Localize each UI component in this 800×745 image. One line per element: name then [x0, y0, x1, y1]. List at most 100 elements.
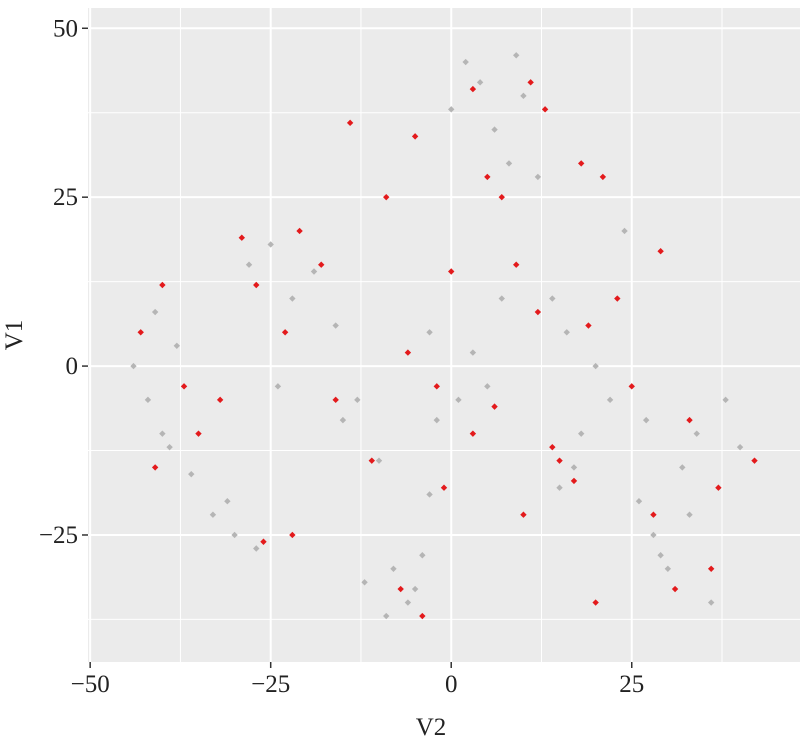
y-tick-label: −25 [39, 522, 78, 549]
point [751, 457, 758, 464]
point [476, 79, 484, 86]
point [570, 464, 578, 471]
point [707, 565, 715, 572]
point [621, 227, 628, 235]
point [267, 241, 274, 248]
x-tick-label: 25 [619, 671, 644, 698]
point [440, 484, 448, 491]
point [180, 383, 188, 390]
point [318, 261, 325, 268]
point [469, 349, 477, 356]
point [462, 58, 469, 66]
point [411, 133, 419, 140]
point [614, 295, 621, 302]
point [556, 484, 563, 491]
point [657, 248, 664, 255]
y-tick-label: 25 [53, 184, 78, 211]
point [585, 322, 592, 329]
point [505, 160, 513, 167]
point [224, 498, 231, 505]
point [238, 234, 246, 241]
y-tick-label: 0 [66, 353, 79, 380]
point [253, 281, 260, 289]
point [592, 362, 599, 370]
point [166, 443, 173, 451]
point [404, 599, 412, 606]
point [650, 511, 657, 518]
point [346, 119, 354, 127]
point [534, 308, 542, 316]
x-tick-label: −50 [71, 671, 110, 698]
point [520, 92, 527, 100]
point [484, 383, 491, 390]
point [520, 511, 527, 518]
point [361, 579, 368, 586]
point [281, 329, 289, 336]
point [383, 612, 390, 620]
point [245, 261, 253, 268]
point [411, 585, 419, 593]
point [570, 477, 578, 485]
point [419, 612, 426, 620]
point [151, 308, 159, 316]
point [686, 511, 693, 518]
point [426, 491, 433, 498]
point [274, 383, 282, 390]
point [736, 443, 744, 451]
point [592, 599, 599, 606]
point [513, 261, 520, 268]
point [679, 464, 686, 471]
point [498, 193, 505, 201]
point [541, 106, 549, 113]
point [231, 531, 238, 539]
point [534, 173, 542, 181]
point [455, 396, 462, 404]
point [563, 329, 570, 336]
point [635, 498, 643, 505]
x-tick-label: 0 [445, 671, 458, 698]
point [289, 295, 296, 302]
point [433, 416, 440, 424]
point [707, 599, 715, 606]
point [628, 383, 635, 390]
point [296, 227, 303, 235]
y-tick-label: 50 [53, 15, 78, 42]
point [375, 457, 383, 464]
points [130, 52, 758, 620]
point [173, 342, 181, 350]
point [310, 268, 318, 275]
point [448, 106, 455, 113]
point [448, 268, 455, 275]
point [332, 396, 339, 404]
point [715, 484, 722, 491]
grid [88, 8, 800, 662]
point [549, 443, 556, 451]
point [491, 403, 498, 410]
point [498, 295, 505, 302]
point [664, 565, 672, 572]
point [260, 538, 267, 545]
point [650, 531, 657, 539]
point [144, 396, 152, 404]
point [397, 585, 404, 593]
point [339, 416, 347, 424]
point [426, 329, 433, 336]
point [549, 295, 556, 302]
point [484, 173, 491, 181]
point [527, 79, 534, 86]
point [354, 396, 361, 404]
point [195, 430, 202, 437]
point [404, 349, 412, 356]
point [599, 173, 607, 181]
point [491, 126, 498, 133]
point [209, 511, 217, 518]
axes: −50 −25 0 25 −25 0 25 50 [39, 15, 644, 698]
point [693, 430, 700, 437]
point [433, 383, 440, 390]
point [556, 457, 563, 464]
point [188, 470, 195, 478]
x-axis-label: V2 [416, 714, 447, 741]
point [642, 416, 650, 424]
point [137, 329, 144, 336]
